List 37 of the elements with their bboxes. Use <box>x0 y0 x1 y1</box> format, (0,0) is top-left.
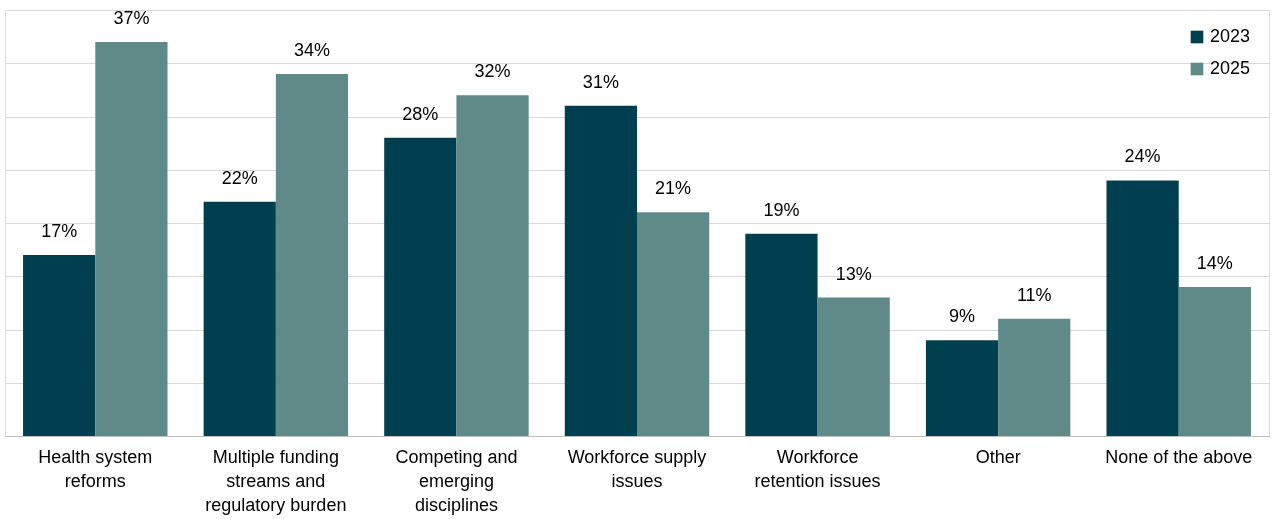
data-label: 34% <box>293 39 330 60</box>
bar <box>95 41 168 436</box>
data-label: 11% <box>1016 284 1052 305</box>
legend-label: 2025 <box>1210 58 1251 78</box>
bar <box>564 105 637 436</box>
x-tick-label: None of the above <box>1105 446 1253 467</box>
data-label: 9% <box>949 306 976 327</box>
x-tick-label: Workforce retention issues <box>754 446 881 491</box>
data-label: 31% <box>582 71 619 92</box>
data-label: 24% <box>1124 146 1161 167</box>
bar <box>998 318 1071 436</box>
bar <box>384 137 457 436</box>
bar <box>1178 286 1251 436</box>
x-tick-label: Other <box>975 446 1021 467</box>
bar <box>203 201 276 436</box>
data-label: 21% <box>655 178 692 199</box>
bar <box>637 212 710 436</box>
bar <box>925 340 999 436</box>
bar <box>23 254 96 436</box>
data-label: 22% <box>221 167 258 188</box>
data-label: 17% <box>41 220 78 241</box>
bar <box>456 95 529 436</box>
data-label: 28% <box>402 103 439 124</box>
bar <box>817 297 890 436</box>
data-label: 13% <box>835 263 872 284</box>
data-label: 14% <box>1196 252 1233 273</box>
x-tick-label: Workforce supply issues <box>567 446 707 491</box>
bar <box>275 73 349 436</box>
x-tick-label: Multiple funding streams and regulatory burden <box>205 446 347 515</box>
bar <box>745 233 818 436</box>
x-tick-label: Competing and emerging disciplines <box>395 446 518 515</box>
x-tick-label: Health system reforms <box>38 446 153 491</box>
data-label: 32% <box>474 61 511 82</box>
legend-label: 2023 <box>1210 26 1251 46</box>
bar <box>1106 180 1179 436</box>
data-label: 19% <box>763 199 800 220</box>
data-label: 37% <box>113 7 150 28</box>
